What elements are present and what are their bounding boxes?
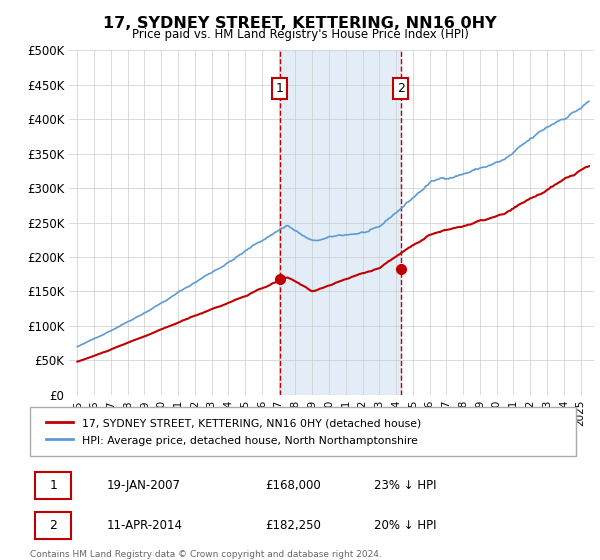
Text: £182,250: £182,250 [265, 519, 320, 532]
Text: 20% ↓ HPI: 20% ↓ HPI [374, 519, 436, 532]
Text: Price paid vs. HM Land Registry's House Price Index (HPI): Price paid vs. HM Land Registry's House … [131, 28, 469, 41]
Text: £168,000: £168,000 [265, 479, 320, 492]
FancyBboxPatch shape [35, 512, 71, 539]
Text: 17, SYDNEY STREET, KETTERING, NN16 0HY: 17, SYDNEY STREET, KETTERING, NN16 0HY [103, 16, 497, 31]
Bar [280, 50, 401, 395]
Text: 23% ↓ HPI: 23% ↓ HPI [374, 479, 436, 492]
Text: 2: 2 [397, 82, 405, 95]
Text: 1: 1 [50, 479, 58, 492]
Text: 1: 1 [275, 82, 283, 95]
Legend: 17, SYDNEY STREET, KETTERING, NN16 0HY (detached house), HPI: Average price, det: 17, SYDNEY STREET, KETTERING, NN16 0HY (… [41, 413, 427, 451]
Text: Contains HM Land Registry data © Crown copyright and database right 2024.
This d: Contains HM Land Registry data © Crown c… [30, 550, 382, 560]
Text: 2: 2 [50, 519, 58, 532]
Text: 19-JAN-2007: 19-JAN-2007 [106, 479, 181, 492]
FancyBboxPatch shape [30, 407, 576, 456]
FancyBboxPatch shape [35, 472, 71, 499]
Text: 11-APR-2014: 11-APR-2014 [106, 519, 182, 532]
